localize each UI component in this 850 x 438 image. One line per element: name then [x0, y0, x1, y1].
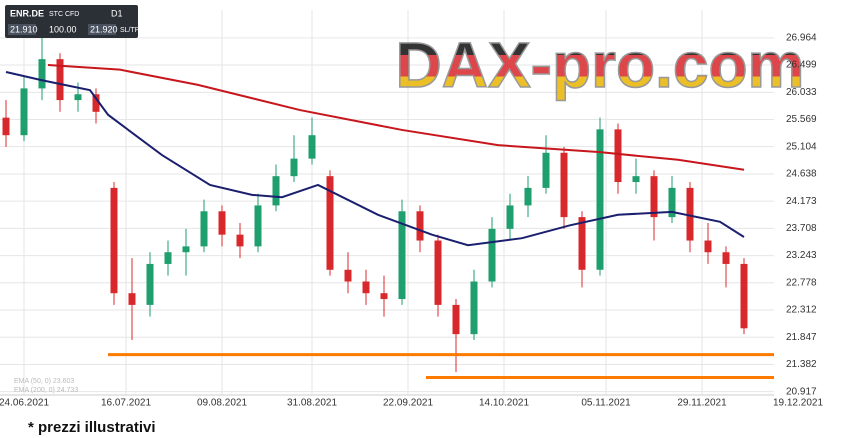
candle-body	[308, 135, 316, 159]
y-tick-label: 20.917	[786, 386, 817, 397]
candle-body	[650, 176, 658, 218]
ask[interactable]: 21.920	[90, 24, 118, 34]
ask-box	[88, 24, 116, 35]
y-tick-label: 23.708	[786, 223, 817, 234]
candle-body	[110, 187, 118, 294]
y-tick-label: 26.033	[786, 87, 817, 98]
candle-body	[416, 211, 424, 241]
candle-body	[2, 117, 10, 136]
candle-body	[398, 211, 406, 300]
candle-body	[704, 240, 712, 253]
candle-body	[254, 205, 262, 247]
x-tick-label: 14.10.2021	[479, 398, 529, 409]
candle-body	[740, 263, 748, 329]
candle-body	[56, 59, 64, 101]
y-tick-label: 21.847	[786, 332, 817, 343]
candle-body	[560, 152, 568, 218]
x-tick-label: 29.11.2021	[677, 398, 727, 409]
y-tick-label: 24.173	[786, 196, 817, 207]
ema-line	[5, 71, 745, 247]
y-tick-label: 25.104	[786, 141, 817, 152]
candle-body	[578, 217, 586, 270]
y-tick-label: 23.243	[786, 250, 817, 261]
candle-body	[182, 246, 190, 253]
candle-body	[200, 211, 208, 247]
candle-body	[524, 187, 532, 206]
y-tick-label: 26.964	[786, 32, 817, 43]
candle-body	[236, 234, 244, 247]
y-tick-label: 25.569	[786, 114, 817, 125]
y-tick-label: 24.638	[786, 169, 817, 180]
candle-body	[506, 205, 514, 229]
ema-label: EMA (200, 0) 24.733	[14, 387, 78, 394]
grid	[0, 10, 774, 396]
y-tick-label: 26.499	[786, 60, 817, 71]
ema-line	[47, 64, 745, 171]
candle-body	[614, 129, 622, 183]
y-tick-label: 21.382	[786, 359, 817, 370]
candle-body	[128, 293, 136, 305]
candle-body	[452, 304, 460, 335]
x-tick-label: 22.09.2021	[383, 398, 433, 409]
candle-body	[632, 176, 640, 183]
watermark: DAX-pro.com	[396, 29, 805, 101]
ema-label: EMA (50, 0) 23.603	[14, 378, 74, 385]
bid[interactable]: 21.910	[10, 24, 38, 34]
y-tick-label: 22.312	[786, 305, 817, 316]
candle-body	[74, 94, 82, 101]
candle-body	[668, 187, 676, 218]
candle-body	[722, 252, 730, 264]
size[interactable]: 100.00	[49, 24, 77, 34]
x-tick-label: 19.12.2021	[773, 398, 823, 409]
x-tick-label: 16.07.2021	[101, 398, 151, 409]
y-tick-label: 22.778	[786, 277, 817, 288]
candle-body	[92, 94, 100, 112]
candle-body	[164, 252, 172, 264]
candle-body	[344, 269, 352, 282]
bid-box	[8, 24, 36, 35]
candle-body	[434, 240, 442, 305]
x-tick-label: 05.11.2021	[581, 398, 631, 409]
candle-body	[146, 263, 154, 305]
x-tick-label: 31.08.2021	[287, 398, 337, 409]
candle-body	[20, 88, 28, 136]
x-tick-label: 09.08.2021	[197, 398, 247, 409]
instrument[interactable]: STC CFD	[49, 11, 79, 18]
marks	[2, 35, 774, 379]
candle-body	[596, 129, 604, 270]
candle-body	[686, 187, 694, 241]
candle-body	[218, 211, 226, 235]
candle-body	[272, 176, 280, 206]
candle-body	[380, 293, 388, 300]
candle-body	[290, 158, 298, 177]
x-tick-label: 24.06.2021	[0, 398, 49, 409]
symbol: ENR.DE	[10, 8, 44, 18]
footnote: * prezzi illustrativi	[28, 419, 156, 436]
candle-body	[326, 176, 334, 270]
timeframe[interactable]: D1	[111, 8, 123, 18]
candle-body	[38, 59, 46, 89]
candle-body	[488, 228, 496, 282]
sltp[interactable]: SL/TP	[120, 27, 140, 34]
candle-body	[470, 281, 478, 335]
candle-body	[542, 152, 550, 188]
candle-body	[362, 281, 370, 294]
